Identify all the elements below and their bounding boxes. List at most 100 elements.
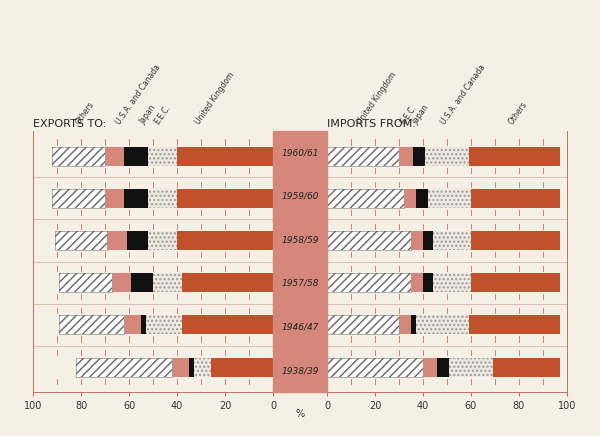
Text: U.S.A. and Canada: U.S.A. and Canada [115, 63, 163, 126]
Bar [127, 231, 148, 250]
Bar [211, 358, 273, 377]
Bar [433, 273, 471, 292]
Bar [194, 358, 211, 377]
Bar [148, 231, 177, 250]
Bar [124, 146, 148, 166]
Bar [433, 231, 471, 250]
Text: 1957/58: 1957/58 [281, 279, 319, 288]
Text: U.S.A. and Canada: U.S.A. and Canada [440, 63, 488, 126]
Bar [189, 358, 194, 377]
Bar [423, 273, 433, 292]
Text: United Kingdom: United Kingdom [194, 71, 236, 126]
Text: 1959/60: 1959/60 [281, 192, 319, 201]
Bar [433, 231, 471, 250]
Bar [146, 315, 182, 334]
Bar [413, 146, 425, 166]
Text: Others: Others [74, 100, 96, 126]
Bar [469, 146, 560, 166]
Bar [327, 146, 399, 166]
Text: 1938/39: 1938/39 [281, 366, 319, 375]
Bar [153, 273, 182, 292]
Bar [52, 146, 105, 166]
Text: IMPORTS FROM:: IMPORTS FROM: [327, 119, 416, 129]
Bar [55, 231, 107, 250]
Bar [148, 146, 177, 166]
Bar [437, 358, 449, 377]
Bar [59, 273, 112, 292]
Bar [105, 146, 124, 166]
Bar [112, 273, 131, 292]
Bar [327, 273, 411, 292]
Bar [425, 146, 469, 166]
Text: Others: Others [507, 100, 529, 126]
Bar [411, 273, 423, 292]
Text: 1958/59: 1958/59 [281, 235, 319, 244]
Bar [124, 189, 148, 208]
Bar [146, 315, 182, 334]
Bar [131, 273, 153, 292]
Bar [449, 358, 493, 377]
Bar [59, 315, 124, 334]
Bar [428, 189, 471, 208]
Bar [327, 315, 399, 334]
Bar [52, 146, 105, 166]
Bar [399, 146, 413, 166]
Bar [425, 146, 469, 166]
Bar [433, 273, 471, 292]
Bar [194, 358, 211, 377]
Bar [428, 189, 471, 208]
Bar [177, 146, 273, 166]
Bar [327, 273, 411, 292]
Text: EXPORTS TO:: EXPORTS TO: [33, 119, 106, 129]
Text: 1960/61: 1960/61 [281, 148, 319, 157]
Bar [124, 315, 141, 334]
Text: E.E.C.: E.E.C. [153, 103, 173, 126]
Text: %: % [295, 409, 305, 419]
Bar [471, 273, 560, 292]
Bar [148, 231, 177, 250]
Bar [148, 189, 177, 208]
Text: Japan: Japan [411, 104, 431, 126]
Bar [177, 189, 273, 208]
Bar [105, 189, 124, 208]
Bar [172, 358, 189, 377]
Bar [416, 315, 469, 334]
Bar [327, 146, 399, 166]
Text: United Kingdom: United Kingdom [356, 71, 398, 126]
Bar [327, 358, 423, 377]
Bar [182, 315, 273, 334]
Bar [416, 189, 428, 208]
Bar [449, 358, 493, 377]
Bar [76, 358, 172, 377]
Bar [423, 358, 437, 377]
Bar [399, 315, 411, 334]
Bar [177, 231, 273, 250]
Bar [55, 231, 107, 250]
Bar [148, 146, 177, 166]
Bar [107, 231, 127, 250]
Bar [416, 315, 469, 334]
Bar [59, 315, 124, 334]
Bar [76, 358, 172, 377]
Bar [404, 189, 416, 208]
Text: 1946/47: 1946/47 [281, 323, 319, 331]
Bar [59, 273, 112, 292]
Bar [327, 315, 399, 334]
Bar [469, 315, 560, 334]
Bar [182, 273, 273, 292]
Bar [327, 231, 411, 250]
Bar [411, 315, 416, 334]
Bar [52, 189, 105, 208]
Bar [52, 189, 105, 208]
Bar [493, 358, 560, 377]
Bar [327, 358, 423, 377]
Bar [411, 231, 423, 250]
Bar [327, 189, 404, 208]
Bar [423, 231, 433, 250]
Bar [148, 189, 177, 208]
Bar [327, 231, 411, 250]
Bar [471, 231, 560, 250]
Text: E.E.C.: E.E.C. [399, 103, 419, 126]
Bar [471, 189, 560, 208]
Bar [153, 273, 182, 292]
